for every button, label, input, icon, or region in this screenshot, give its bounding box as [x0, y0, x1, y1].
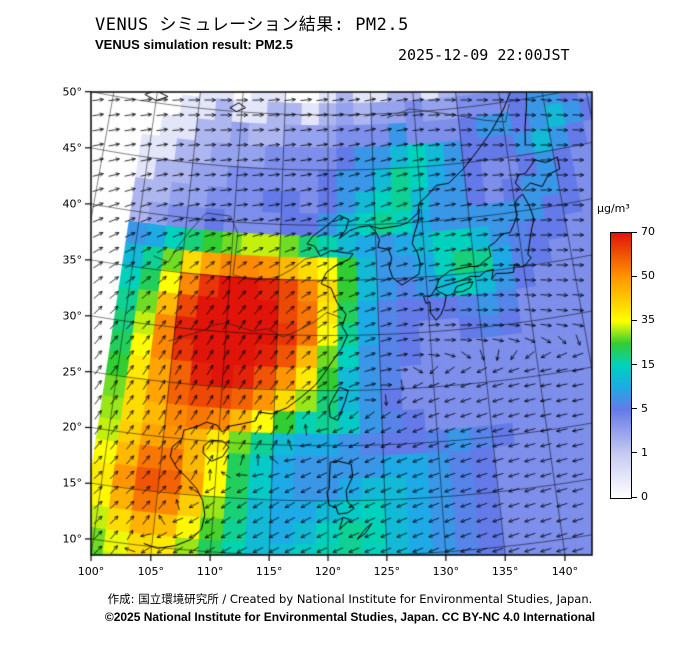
- colorbar-tick-label: 15: [641, 357, 655, 371]
- colorbar-tick-label: 0: [641, 490, 648, 503]
- colorbar-tick-label: 70: [641, 225, 655, 238]
- footer-credit: 作成: 国立環境研究所 / Created by National Instit…: [107, 592, 593, 606]
- colorbar-tick-label: 5: [641, 401, 648, 415]
- colorbar-tick: [632, 364, 637, 365]
- colorbar-tick: [632, 452, 637, 454]
- colorbar: µg/m³ 70 50 35 15 5 1 0: [594, 196, 700, 526]
- footer-copyright: ©2025 National Institute for Environment…: [104, 610, 596, 624]
- colorbar-tick: [632, 496, 637, 498]
- colorbar-tick: [632, 231, 637, 233]
- colorbar-unit-label: µg/m³: [597, 202, 630, 215]
- colorbar-tick: [632, 408, 637, 410]
- colorbar-gradient: [610, 232, 632, 499]
- colorbar-tick-label: 50: [641, 269, 655, 283]
- colorbar-tick: [632, 275, 637, 277]
- colorbar-tick-label: 1: [641, 445, 648, 459]
- colorbar-tick: [632, 319, 637, 321]
- colorbar-tick-label: 35: [641, 313, 655, 327]
